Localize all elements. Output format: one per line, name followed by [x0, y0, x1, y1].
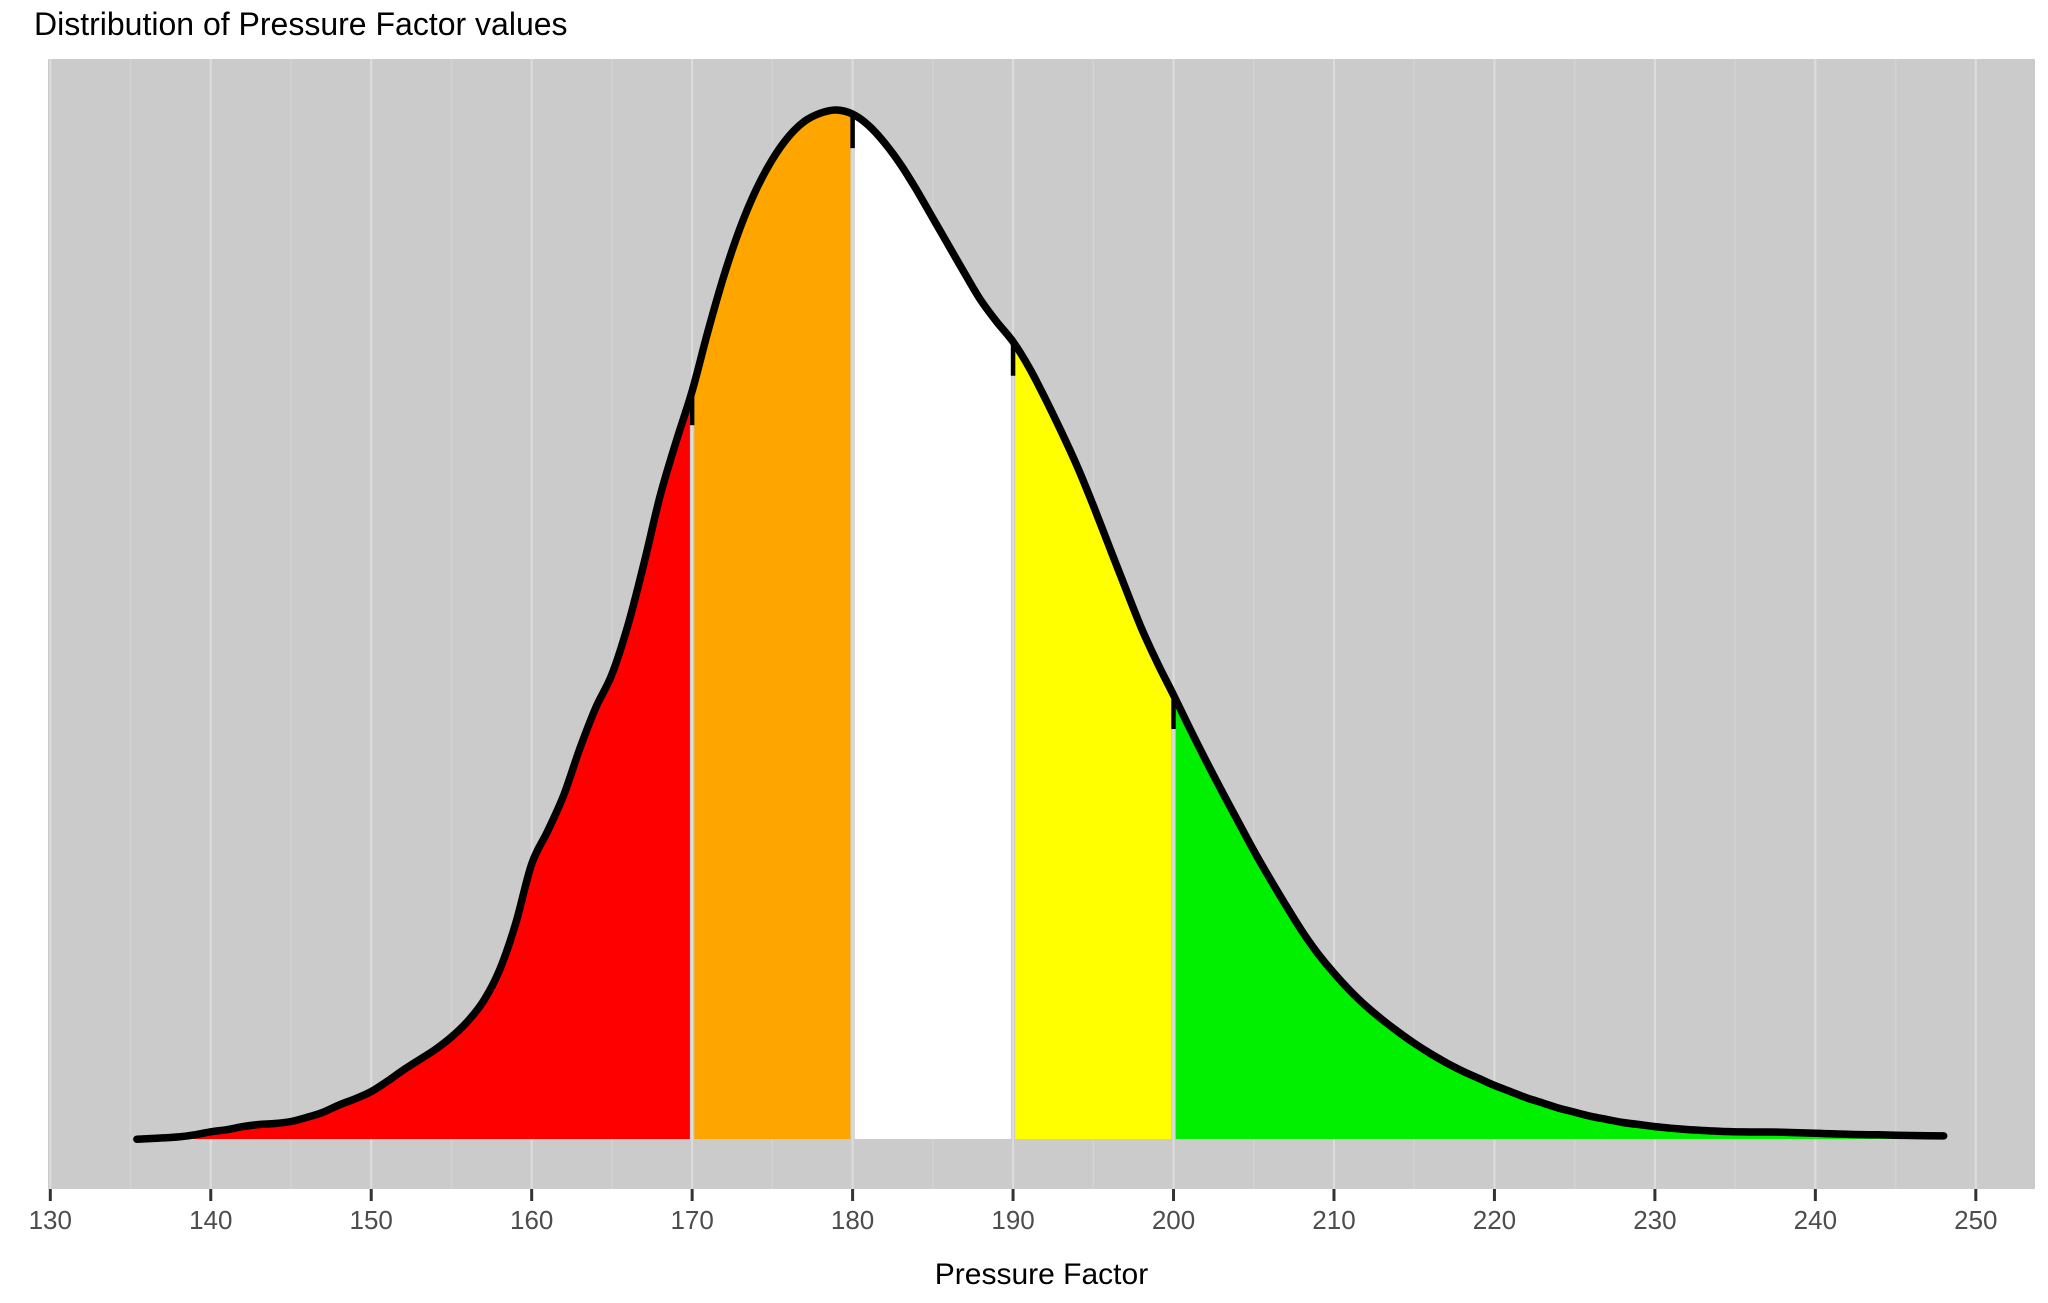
density-region-180-190: [854, 114, 1011, 1140]
x-axis-tick-label: 220: [1473, 1205, 1516, 1235]
x-axis-tick-label: 210: [1312, 1205, 1355, 1235]
density-region-190-200: [1015, 341, 1172, 1139]
density-region-170-180: [694, 110, 851, 1139]
density-region-above-200: [1175, 695, 1944, 1139]
x-axis-title: Pressure Factor: [934, 1258, 1149, 1291]
x-axis-tick-label: 130: [29, 1205, 72, 1235]
x-axis-tick-label: 140: [189, 1205, 232, 1235]
x-axis-tick-label: 170: [670, 1205, 713, 1235]
x-axis-tick-label: 150: [350, 1205, 393, 1235]
x-axis-tick-label: 250: [1954, 1205, 1997, 1235]
plot-title: Distribution of Pressure Factor values: [34, 6, 568, 42]
x-axis-tick-label: 190: [991, 1205, 1034, 1235]
x-axis-tick-label: 180: [831, 1205, 874, 1235]
x-axis-tick-label: 160: [510, 1205, 553, 1235]
x-axis-tick-label: 200: [1152, 1205, 1195, 1235]
density-region-below-170: [136, 391, 690, 1140]
x-axis-tick-label: 230: [1633, 1205, 1676, 1235]
x-axis-tick-label: 240: [1794, 1205, 1837, 1235]
density-curve: [133, 106, 1948, 1143]
